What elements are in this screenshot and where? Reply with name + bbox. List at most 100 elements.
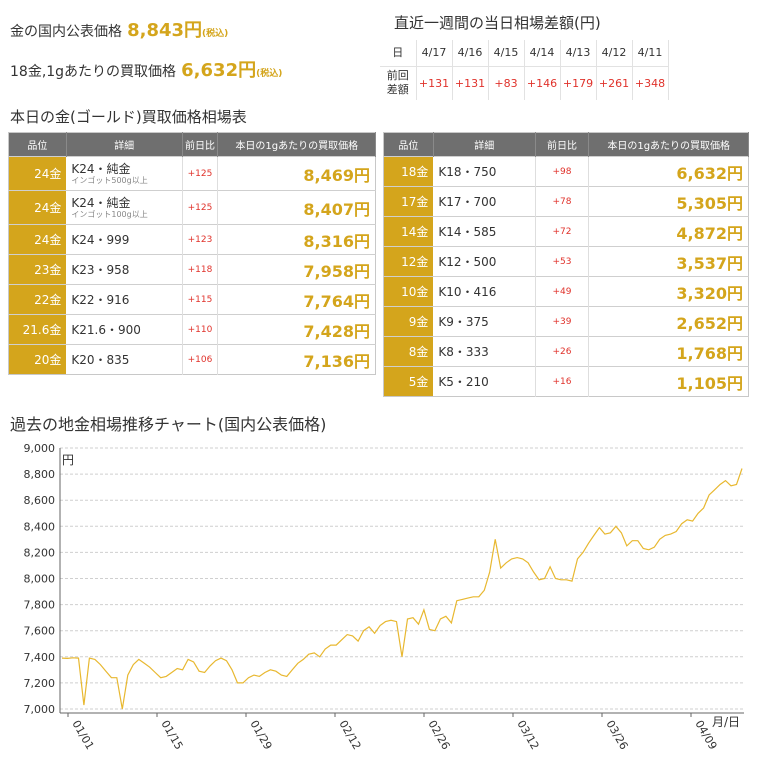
chart-y-tick-label: 9,000 <box>24 442 56 455</box>
chart-y-tick-label: 8,000 <box>24 573 56 586</box>
detail-cell: K23・958 <box>66 254 183 285</box>
gold-price-summary: 金の国内公表価格 8,843円(税込) <box>10 16 228 42</box>
weekly-diffs-row: 前回 差額 +131 +131 +83 +146 +179 +261 +348 <box>380 65 669 100</box>
market-table-title: 本日の金(ゴールド)買取価格相場表 <box>10 108 247 126</box>
chart-y-tick-label: 8,200 <box>24 546 56 559</box>
price-cell: 3,537円 <box>588 246 749 277</box>
diff-cell: +125 <box>182 156 219 191</box>
diff-cell: +78 <box>535 186 590 217</box>
weekly-day: 4/14 <box>524 40 561 66</box>
weekly-diff: +131 <box>416 65 453 100</box>
weekly-day: 4/15 <box>488 40 525 66</box>
weekly-day: 4/13 <box>560 40 597 66</box>
detail-cell: K8・333 <box>433 336 536 367</box>
weekly-day: 4/12 <box>596 40 633 66</box>
chart-x-unit-label: 月/日 <box>712 715 740 729</box>
chart-y-tick-label: 7,600 <box>24 625 56 638</box>
chart-x-axis: 01/01 01/15 01/29 02/12 02/26 03/12 03/26 04/09 <box>67 713 720 752</box>
grade-cell: 22金 <box>8 284 67 315</box>
diff-cell: +125 <box>182 190 219 225</box>
weekly-days-row: 日 4/17 4/16 4/15 4/14 4/13 4/12 4/11 <box>380 40 669 66</box>
k18-price-value: 6,632円 <box>181 60 257 81</box>
grade-cell: 8金 <box>383 336 434 367</box>
detail-cell: K24・純金 インゴット500g以上 <box>66 156 183 191</box>
diff-cell: +106 <box>182 344 219 375</box>
diff-cell: +98 <box>535 156 590 187</box>
weekly-diff-row-label-line1: 前回 <box>386 69 409 83</box>
grade-cell: 24金 <box>8 156 67 191</box>
header-grade: 品位 <box>383 132 434 157</box>
weekly-day: 4/17 <box>416 40 453 66</box>
price-cell: 4,872円 <box>588 216 749 247</box>
grade-cell: 24金 <box>8 190 67 225</box>
weekly-diff: +131 <box>452 65 489 100</box>
weekly-diff: +146 <box>524 65 561 100</box>
price-table-low-karat: 品位 詳細 前日比 本日の1gあたりの買取価格 18金 K18・750 +98 … <box>383 132 749 397</box>
chart-y-tick-label: 8,800 <box>24 468 56 481</box>
table-row: 17金 K17・700 +78 5,305円 <box>383 186 749 217</box>
price-cell: 3,320円 <box>588 276 749 307</box>
gold-price-tax-note: (税込) <box>202 29 229 39</box>
price-cell: 8,407円 <box>217 190 376 225</box>
header-detail: 詳細 <box>66 132 183 157</box>
detail-cell: K14・585 <box>433 216 536 247</box>
weekly-diff: +83 <box>488 65 525 100</box>
chart-x-tick-label: 02/12 <box>336 718 363 752</box>
chart-y-tick-label: 8,600 <box>24 494 56 507</box>
grade-cell: 17金 <box>383 186 434 217</box>
table-row: 24金 K24・999 +123 8,316円 <box>8 224 376 255</box>
diff-cell: +16 <box>535 366 590 397</box>
weekly-day: 4/16 <box>452 40 489 66</box>
detail-cell: K12・500 <box>433 246 536 277</box>
table-row: 24金 K24・純金 インゴット500g以上 +125 8,469円 <box>8 156 376 191</box>
diff-cell: +115 <box>182 284 219 315</box>
detail-cell: K18・750 <box>433 156 536 187</box>
diff-cell: +39 <box>535 306 590 337</box>
chart-y-axis: 9,000 8,800 8,600 8,400 8,200 8,000 7,800 7,600… <box>24 442 56 716</box>
grade-cell: 9金 <box>383 306 434 337</box>
detail-cell: K24・純金 インゴット100g以上 <box>66 190 183 225</box>
table-header-row: 品位 詳細 前日比 本日の1gあたりの買取価格 <box>383 132 749 157</box>
grade-cell: 23金 <box>8 254 67 285</box>
gold-price-label: 金の国内公表価格 <box>10 24 122 40</box>
diff-cell: +118 <box>182 254 219 285</box>
detail-cell: K22・916 <box>66 284 183 315</box>
header-diff: 前日比 <box>182 132 219 157</box>
detail-cell: K10・416 <box>433 276 536 307</box>
weekly-day: 4/11 <box>632 40 669 66</box>
grade-cell: 5金 <box>383 366 434 397</box>
chart-y-tick-label: 7,000 <box>24 703 56 716</box>
diff-cell: +26 <box>535 336 590 367</box>
header-detail: 詳細 <box>433 132 536 157</box>
grade-cell: 24金 <box>8 224 67 255</box>
table-row: 9金 K9・375 +39 2,652円 <box>383 306 749 337</box>
detail-sub: インゴット500g以上 <box>71 176 148 185</box>
price-cell: 8,316円 <box>217 224 376 255</box>
price-cell: 7,764円 <box>217 284 376 315</box>
price-table-high-karat: 品位 詳細 前日比 本日の1gあたりの買取価格 24金 K24・純金 インゴット5… <box>8 132 376 375</box>
price-trend-chart: 9,000 8,800 8,600 8,400 8,200 8,000 7,800 7,600… <box>24 442 744 752</box>
chart-x-tick-label: 03/26 <box>603 718 630 752</box>
k18-price-tax-note: (税込) <box>256 69 283 79</box>
detail-sub: インゴット100g以上 <box>71 210 148 219</box>
price-cell: 6,632円 <box>588 156 749 187</box>
grade-cell: 20金 <box>8 344 67 375</box>
header-diff: 前日比 <box>535 132 590 157</box>
grade-cell: 21.6金 <box>8 314 67 345</box>
price-cell: 7,958円 <box>217 254 376 285</box>
chart-y-tick-label: 7,200 <box>24 677 56 690</box>
grade-cell: 14金 <box>383 216 434 247</box>
header-grade: 品位 <box>8 132 67 157</box>
chart-y-unit-label: 円 <box>62 453 74 467</box>
table-header-row: 品位 詳細 前日比 本日の1gあたりの買取価格 <box>8 132 376 157</box>
weekly-diff-table: 日 4/17 4/16 4/15 4/14 4/13 4/12 4/11 前回差… <box>380 40 669 100</box>
chart-x-tick-label: 02/26 <box>425 718 452 752</box>
table-row: 14金 K14・585 +72 4,872円 <box>383 216 749 247</box>
gold-price-value: 8,843円 <box>127 20 203 41</box>
detail-cell: K5・210 <box>433 366 536 397</box>
header-price: 本日の1gあたりの買取価格 <box>588 132 749 157</box>
detail-cell: K9・375 <box>433 306 536 337</box>
weekly-diff-title: 直近一週間の当日相場差額(円) <box>394 14 601 32</box>
k18-price-summary: 18金,1gあたりの買取価格 6,632円(税込) <box>10 56 282 82</box>
weekly-day-row-label: 日 <box>380 40 417 66</box>
